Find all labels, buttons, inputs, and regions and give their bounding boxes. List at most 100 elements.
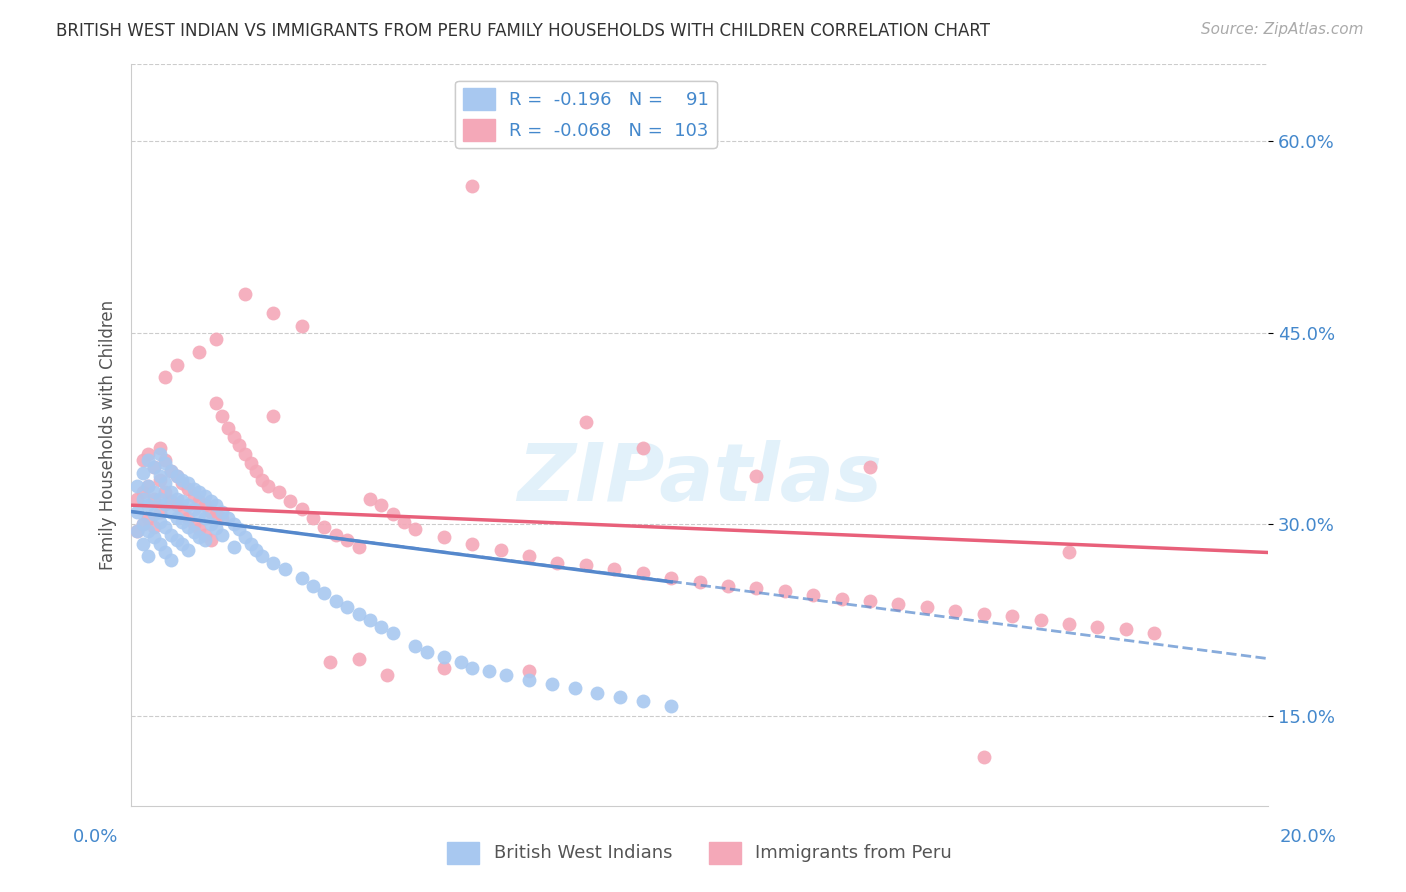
- Point: [183, 489, 205, 503]
- Point: [200, 494, 222, 508]
- Point: [166, 358, 188, 372]
- Point: [1115, 622, 1137, 636]
- Point: [404, 523, 426, 537]
- Point: [188, 344, 211, 359]
- Point: [131, 453, 153, 467]
- Point: [943, 604, 966, 618]
- Point: [773, 583, 796, 598]
- Point: [325, 527, 347, 541]
- Point: [200, 533, 222, 547]
- Point: [211, 505, 233, 519]
- Point: [194, 498, 217, 512]
- Point: [859, 594, 882, 608]
- Point: [155, 456, 177, 470]
- Point: [973, 607, 995, 621]
- Point: [160, 464, 183, 478]
- Point: [211, 409, 233, 423]
- Point: [450, 656, 472, 670]
- Point: [461, 660, 484, 674]
- Point: [200, 505, 222, 519]
- Point: [166, 533, 188, 547]
- Point: [461, 178, 484, 193]
- Text: 0.0%: 0.0%: [73, 828, 118, 846]
- Point: [155, 485, 177, 500]
- Point: [228, 438, 250, 452]
- Y-axis label: Family Households with Children: Family Households with Children: [100, 300, 117, 570]
- Point: [136, 479, 159, 493]
- Point: [1057, 545, 1080, 559]
- Point: [200, 517, 222, 532]
- Point: [381, 626, 404, 640]
- Point: [631, 694, 654, 708]
- Point: [359, 491, 381, 506]
- Point: [325, 594, 347, 608]
- Point: [291, 571, 314, 585]
- Point: [336, 600, 359, 615]
- Point: [347, 607, 370, 621]
- Point: [149, 515, 172, 529]
- Point: [392, 515, 415, 529]
- Point: [188, 530, 211, 544]
- Point: [256, 479, 278, 493]
- Point: [603, 562, 626, 576]
- Point: [155, 497, 177, 511]
- Point: [143, 530, 166, 544]
- Point: [404, 639, 426, 653]
- Point: [188, 494, 211, 508]
- Point: [689, 574, 711, 589]
- Point: [143, 520, 166, 534]
- Point: [172, 473, 194, 487]
- Point: [381, 507, 404, 521]
- Point: [166, 491, 188, 506]
- Point: [631, 566, 654, 580]
- Point: [302, 511, 325, 525]
- Point: [188, 485, 211, 500]
- Point: [262, 306, 284, 320]
- Point: [267, 485, 290, 500]
- Point: [745, 582, 768, 596]
- Point: [370, 620, 392, 634]
- Point: [239, 456, 262, 470]
- Point: [564, 681, 586, 695]
- Point: [915, 600, 938, 615]
- Point: [801, 588, 824, 602]
- Point: [188, 507, 211, 521]
- Point: [131, 485, 153, 500]
- Point: [1001, 609, 1024, 624]
- Point: [336, 533, 359, 547]
- Point: [172, 476, 194, 491]
- Point: [183, 502, 205, 516]
- Point: [183, 482, 205, 496]
- Point: [319, 656, 342, 670]
- Point: [745, 468, 768, 483]
- Point: [136, 498, 159, 512]
- Point: [433, 650, 456, 665]
- Point: [887, 597, 910, 611]
- Point: [1143, 626, 1166, 640]
- Point: [136, 453, 159, 467]
- Point: [433, 530, 456, 544]
- Point: [131, 517, 153, 532]
- Point: [291, 502, 314, 516]
- Point: [194, 527, 217, 541]
- Point: [233, 447, 256, 461]
- Point: [233, 530, 256, 544]
- Point: [136, 549, 159, 564]
- Point: [155, 453, 177, 467]
- Point: [659, 571, 682, 585]
- Point: [250, 549, 273, 564]
- Point: [177, 511, 200, 525]
- Point: [631, 441, 654, 455]
- Point: [717, 579, 740, 593]
- Point: [416, 645, 439, 659]
- Point: [273, 562, 295, 576]
- Point: [143, 507, 166, 521]
- Point: [177, 476, 200, 491]
- Point: [125, 505, 148, 519]
- Point: [177, 520, 200, 534]
- Point: [433, 660, 456, 674]
- Point: [160, 464, 183, 478]
- Point: [149, 505, 172, 519]
- Point: [143, 459, 166, 474]
- Point: [166, 468, 188, 483]
